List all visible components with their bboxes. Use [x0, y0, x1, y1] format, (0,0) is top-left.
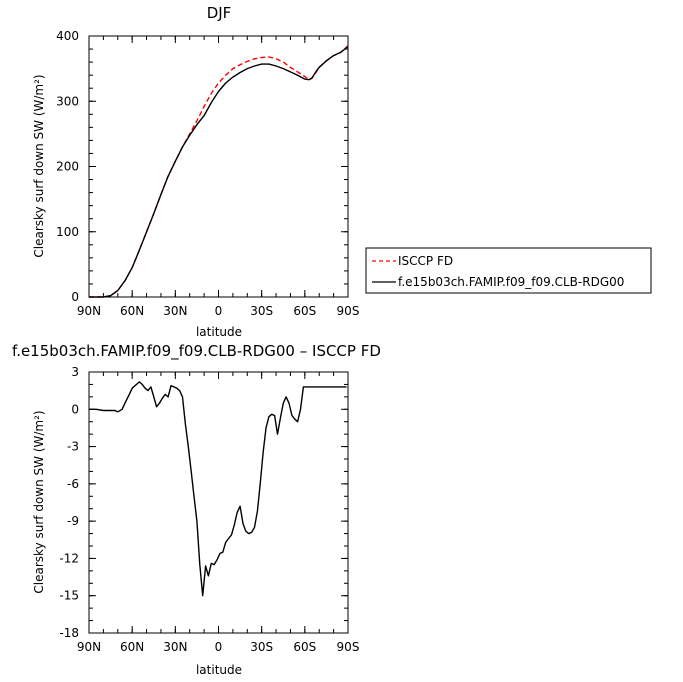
- x-tick-label: 30N: [163, 304, 187, 318]
- legend-box: [365, 247, 652, 294]
- legend-label-isccp: ISCCP FD: [398, 254, 453, 268]
- y-tick-label: 200: [56, 160, 79, 174]
- y-tick-label: 100: [56, 225, 79, 239]
- bottom-x-axis-label: latitude: [196, 663, 242, 677]
- bottom-series: [89, 381, 347, 597]
- bottom-x-ticks: 90N 60N 30N 0 30S 60S 90S: [77, 372, 360, 654]
- y-tick-label: -18: [59, 626, 79, 640]
- y-tick-label: -6: [67, 477, 79, 491]
- bottom-panel: f.e15b03ch.FAMIP.f09_f09.CLB-RDG00 – ISC…: [12, 342, 381, 677]
- series-line-0-1: [89, 45, 349, 298]
- series-line-1-0: [89, 381, 347, 597]
- bottom-plot-frame: [88, 371, 349, 634]
- y-tick-label: 0: [71, 290, 79, 304]
- series-line-0-0: [89, 45, 349, 298]
- legend-label-model: f.e15b03ch.FAMIP.f09_f09.CLB-RDG00: [398, 275, 624, 289]
- top-series: [89, 45, 349, 298]
- y-tick-label: -15: [59, 589, 79, 603]
- x-tick-label: 30N: [163, 640, 187, 654]
- x-tick-label: 60S: [293, 640, 316, 654]
- x-tick-label: 0: [215, 640, 223, 654]
- bottom-panel-title: f.e15b03ch.FAMIP.f09_f09.CLB-RDG00 – ISC…: [12, 342, 381, 361]
- y-tick-label: 3: [71, 365, 79, 379]
- y-tick-label: 0: [71, 402, 79, 416]
- top-panel-title: DJF: [207, 4, 232, 22]
- x-tick-label: 90S: [337, 304, 360, 318]
- bottom-y-ticks: 3 0 -3 -6 -9 -12 -15 -18: [59, 365, 348, 640]
- x-tick-label: 90N: [77, 640, 101, 654]
- x-tick-label: 30S: [250, 640, 273, 654]
- top-panel: DJF 0 100 200 300 400 90N 60N 30N 0 30S 60S 90S la…: [32, 4, 359, 339]
- y-tick-label: 400: [56, 29, 79, 43]
- x-tick-label: 90S: [337, 640, 360, 654]
- y-tick-label: -9: [67, 514, 79, 528]
- legend: ISCCP FD f.e15b03ch.FAMIP.f09_f09.CLB-RD…: [365, 247, 652, 294]
- x-tick-label: 30S: [250, 304, 273, 318]
- x-tick-label: 60S: [293, 304, 316, 318]
- top-y-axis-label: Clearsky surf down SW (W/m²): [32, 74, 46, 257]
- top-x-axis-label: latitude: [196, 325, 242, 339]
- bottom-y-axis-label: Clearsky surf down SW (W/m²): [32, 410, 46, 593]
- x-tick-label: 0: [215, 304, 223, 318]
- x-tick-label: 60N: [120, 640, 144, 654]
- y-tick-label: 300: [56, 94, 79, 108]
- y-tick-label: -3: [67, 440, 79, 454]
- top-x-ticks: 90N 60N 30N 0 30S 60S 90S: [77, 36, 360, 318]
- top-plot-frame: [88, 35, 349, 298]
- x-tick-label: 90N: [77, 304, 101, 318]
- y-tick-label: -12: [59, 551, 79, 565]
- x-tick-label: 60N: [120, 304, 144, 318]
- top-y-ticks: 0 100 200 300 400: [56, 29, 348, 304]
